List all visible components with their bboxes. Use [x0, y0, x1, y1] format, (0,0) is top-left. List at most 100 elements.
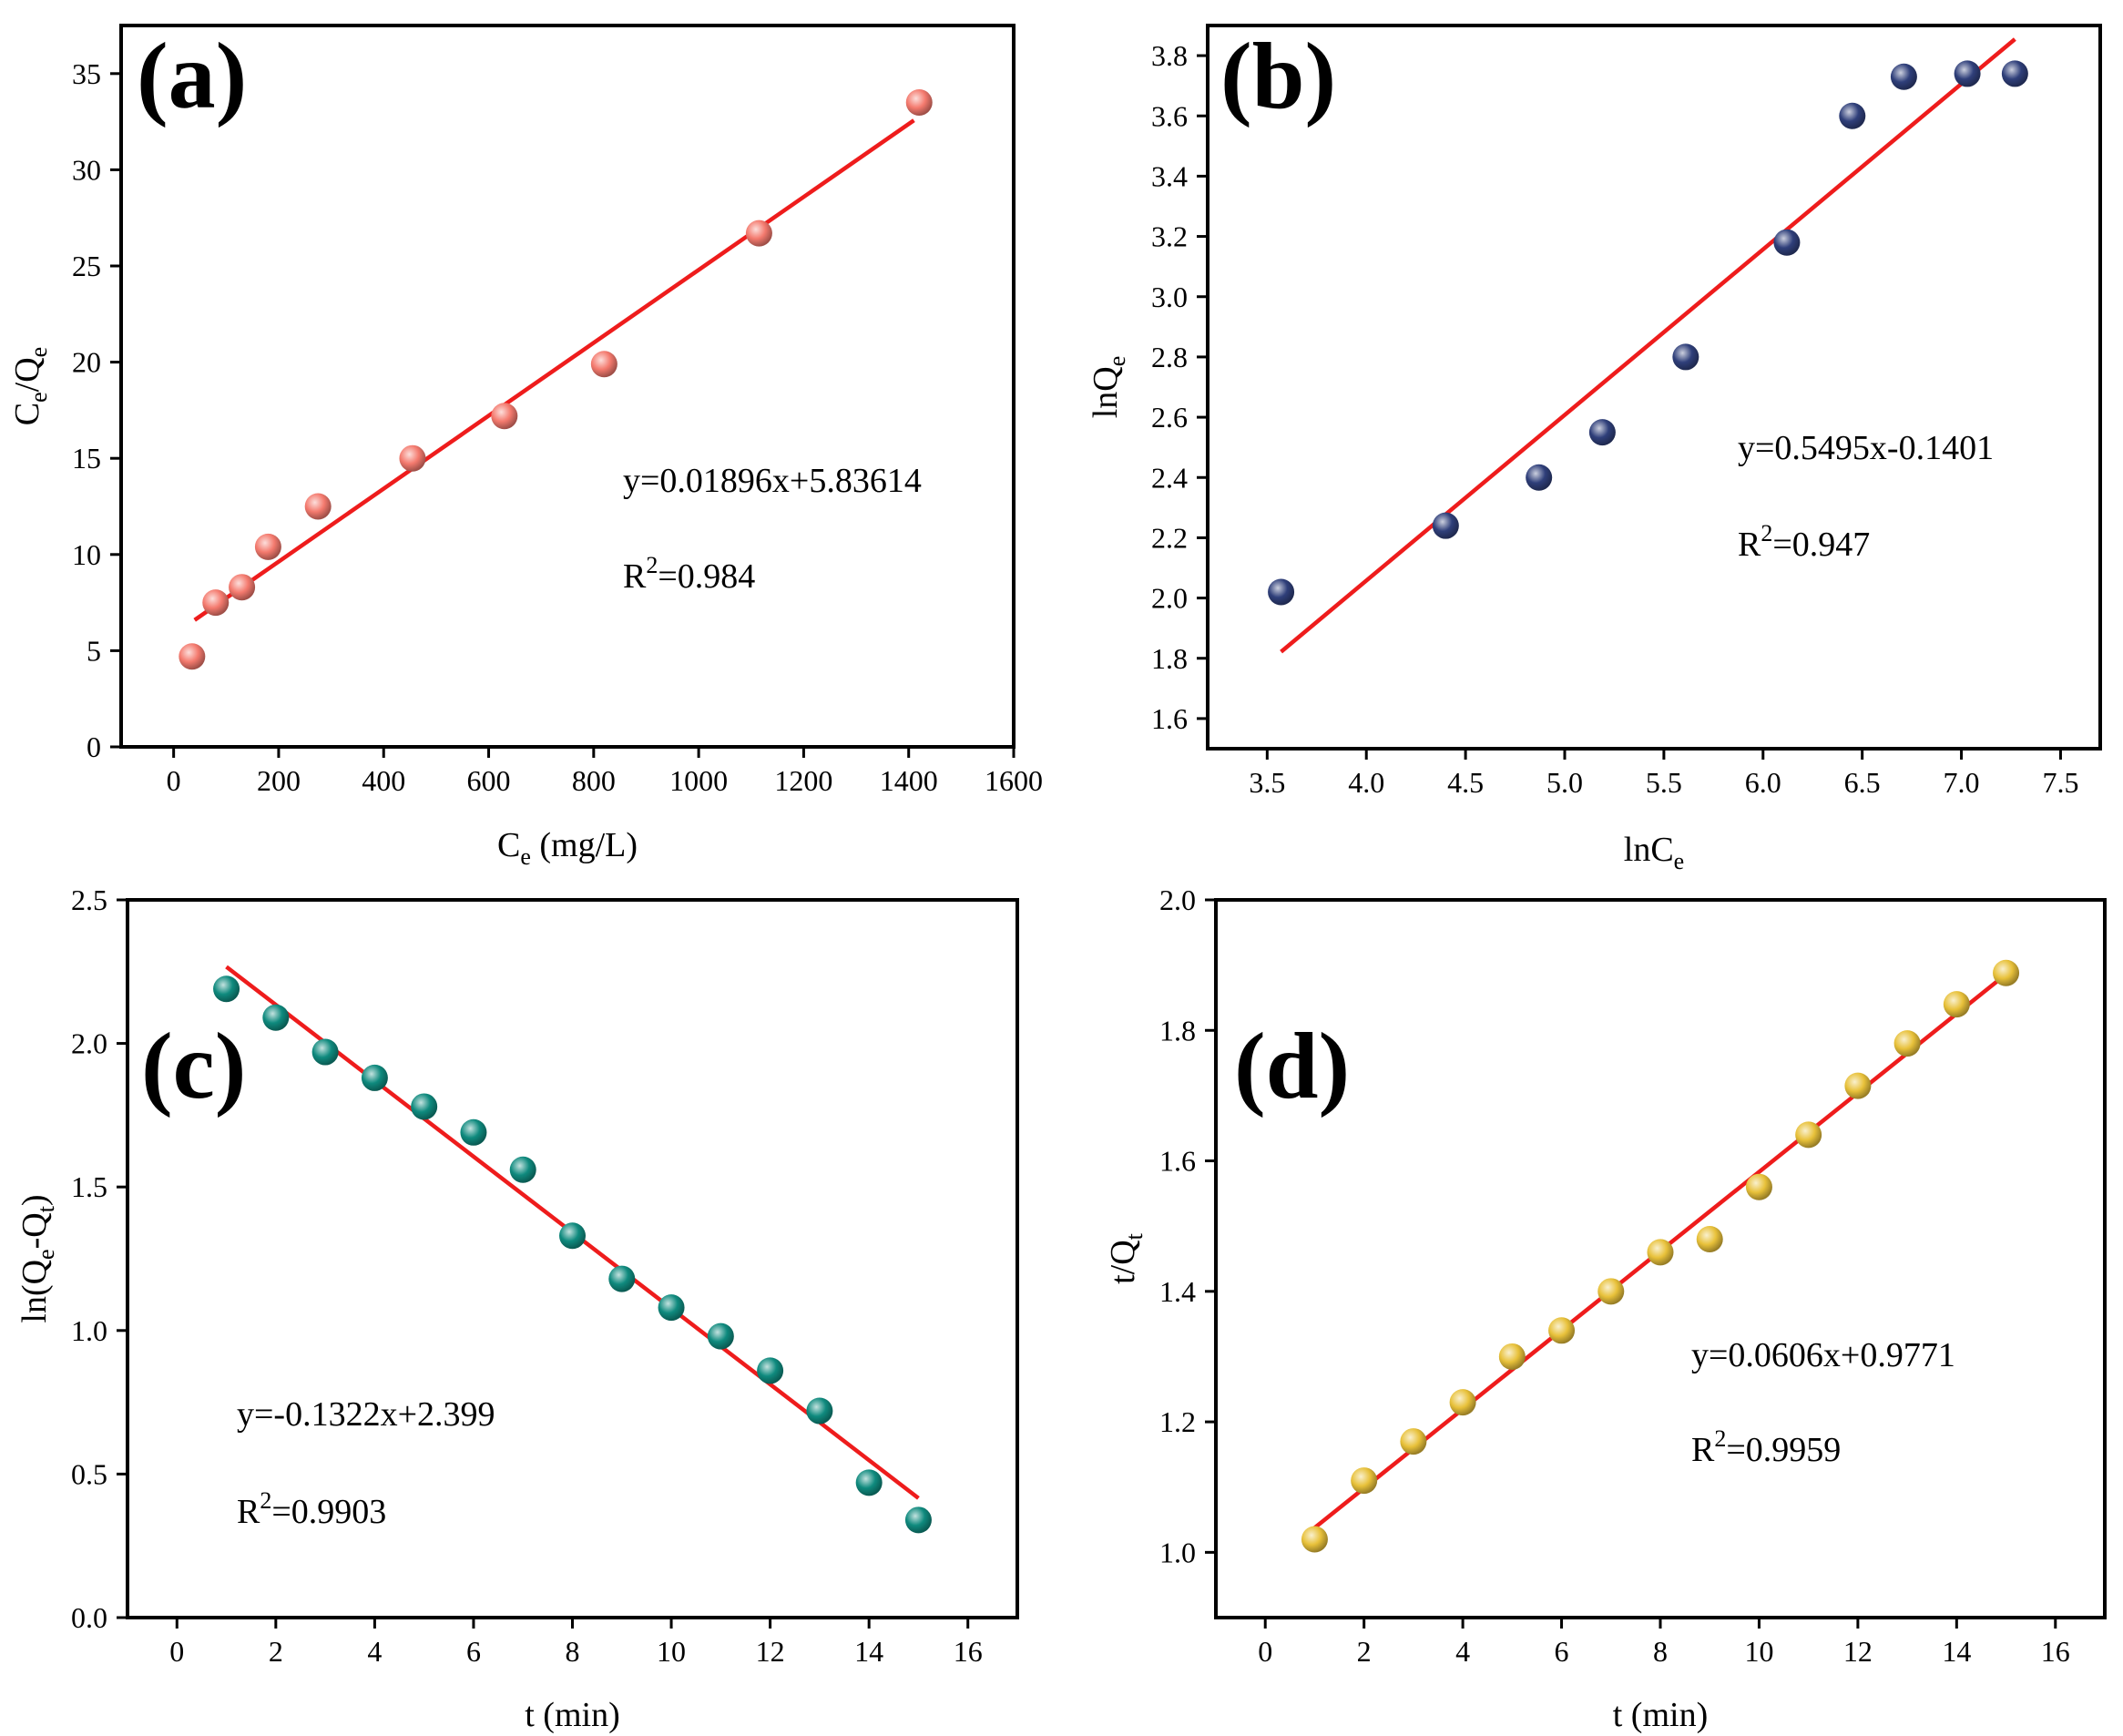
x-tick-label: 6.0	[1745, 766, 1781, 799]
panel-letter: (c)	[141, 1014, 246, 1118]
data-point	[1839, 102, 1866, 129]
data-point	[1745, 1173, 1772, 1200]
y-tick-label: 1.6	[1159, 1145, 1196, 1178]
x-tick-label: 10	[657, 1635, 686, 1668]
x-tick-label: 1600	[985, 764, 1043, 797]
y-tick-label: 2.2	[1151, 521, 1188, 554]
x-tick-label: 400	[362, 764, 405, 797]
x-tick-label: 5.5	[1646, 766, 1682, 799]
data-point	[1893, 1030, 1921, 1057]
data-point	[399, 444, 426, 472]
x-tick-label: 0	[169, 1635, 184, 1668]
data-point	[1526, 464, 1553, 491]
data-point	[229, 574, 256, 601]
y-tick-label: 2.6	[1151, 401, 1188, 434]
data-point	[1351, 1467, 1378, 1495]
data-point	[1301, 1526, 1328, 1553]
x-tick-label: 14	[854, 1635, 883, 1668]
y-tick-label: 2.0	[1159, 883, 1196, 916]
x-tick-label: 8	[1653, 1635, 1668, 1668]
data-point	[745, 220, 772, 247]
data-point	[1548, 1317, 1576, 1344]
x-tick-label: 10	[1744, 1635, 1773, 1668]
y-tick-label: 3.8	[1151, 39, 1188, 72]
x-tick-label: 4.5	[1447, 766, 1484, 799]
y-tick-label: 35	[72, 57, 101, 90]
y-tick-label: 1.0	[1159, 1536, 1196, 1568]
data-point	[361, 1064, 388, 1091]
x-tick-label: 5.0	[1546, 766, 1583, 799]
x-tick-label: 12	[756, 1635, 785, 1668]
data-point	[1432, 512, 1459, 539]
x-tick-label: 200	[257, 764, 301, 797]
y-tick-label: 2.5	[71, 883, 107, 916]
y-tick-label: 5	[87, 634, 101, 667]
y-axis-label: t/Qt	[1104, 1232, 1148, 1284]
x-tick-label: 1200	[774, 764, 832, 797]
y-tick-label: 1.6	[1151, 702, 1188, 735]
panel-letter: (b)	[1220, 24, 1336, 128]
fit-equation: y=0.5495x-0.1401	[1738, 429, 1994, 467]
data-point	[905, 88, 933, 116]
x-tick-label: 4.0	[1348, 766, 1384, 799]
y-tick-label: 2.8	[1151, 341, 1188, 373]
data-point	[491, 403, 518, 430]
x-axis-label: Ce (mg/L)	[497, 826, 638, 870]
fit-equation: y=0.01896x+5.83614	[623, 462, 922, 500]
panel-a: 0 200 400 600 800 1000 1200 1400 1600 0 5 10 15 20 25 3…	[8, 24, 1043, 870]
y-tick-label: 30	[72, 153, 101, 186]
x-tick-label: 7.5	[2042, 766, 2078, 799]
data-point	[213, 975, 240, 1003]
y-tick-label: 3.4	[1151, 159, 1188, 192]
data-point	[1588, 419, 1616, 446]
x-tick-label: 7.0	[1944, 766, 1980, 799]
y-tick-label: 0.0	[71, 1601, 107, 1634]
r-squared: R2=0.984	[623, 552, 755, 596]
x-tick-label: 2	[269, 1635, 283, 1668]
x-tick-label: 0	[1258, 1635, 1272, 1668]
data-point	[1597, 1278, 1625, 1305]
data-point	[608, 1265, 636, 1292]
y-tick-label: 1.0	[71, 1314, 107, 1347]
x-tick-label: 6	[1555, 1635, 1569, 1668]
data-point	[304, 493, 332, 520]
data-point	[658, 1294, 685, 1322]
x-tick-label: 14	[1942, 1635, 1971, 1668]
x-axis-label: t (min)	[1613, 1696, 1708, 1734]
y-tick-label: 2.4	[1151, 461, 1188, 494]
data-point	[262, 1004, 290, 1031]
y-tick-label: 1.2	[1159, 1405, 1196, 1438]
y-axis-label: Ce/Qe	[8, 347, 52, 425]
data-point	[1696, 1226, 1723, 1253]
data-point	[707, 1322, 734, 1350]
plot-frame	[1206, 24, 2102, 751]
fit-equation: y=0.0606x+0.9771	[1691, 1336, 1955, 1374]
y-tick-label: 3.6	[1151, 99, 1188, 132]
y-tick-label: 0	[87, 730, 101, 763]
r-squared: R2=0.9903	[237, 1487, 386, 1531]
data-point	[2001, 60, 2028, 87]
x-tick-label: 1400	[880, 764, 938, 797]
data-point	[1890, 63, 1917, 90]
data-point	[1954, 60, 1981, 87]
x-tick-label: 6	[466, 1635, 481, 1668]
x-tick-label: 16	[2041, 1635, 2070, 1668]
x-tick-label: 12	[1843, 1635, 1873, 1668]
data-point	[806, 1397, 833, 1425]
x-tick-label: 800	[572, 764, 616, 797]
fit-line	[193, 118, 915, 622]
x-axis-label: lnCe	[1624, 831, 1684, 874]
y-axis-label: ln(Qe-Qt)	[15, 1194, 59, 1322]
y-tick-label: 20	[72, 346, 101, 379]
plot-frame	[119, 24, 1016, 749]
panel-letter: (d)	[1234, 1014, 1350, 1118]
data-point	[411, 1093, 438, 1120]
panel-d: 0 2 4 6 8 10 12 14 16 1.0 1.2 1.4 1.6 1.8 2.0 t (min) t/…	[1104, 883, 2107, 1734]
x-axis-label: t (min)	[525, 1696, 619, 1734]
data-point	[311, 1038, 339, 1066]
y-tick-label: 2.0	[1151, 582, 1188, 615]
y-tick-label: 0.5	[71, 1457, 107, 1490]
x-tick-label: 4	[367, 1635, 382, 1668]
y-tick-label: 10	[72, 538, 101, 571]
